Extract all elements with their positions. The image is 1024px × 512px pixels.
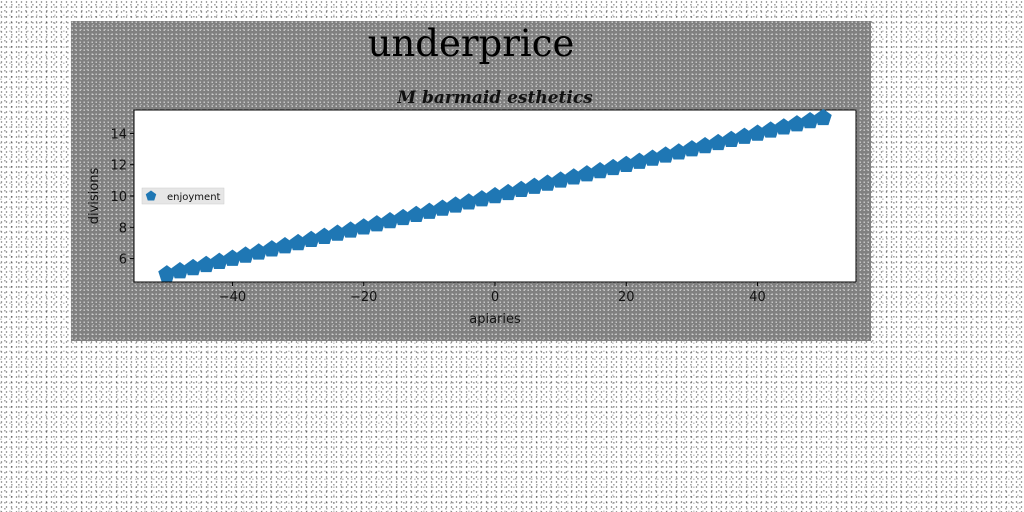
- x-tick-label: 0: [491, 290, 499, 305]
- data-point: [722, 130, 740, 147]
- data-point: [407, 205, 425, 223]
- data-point: [735, 127, 753, 144]
- x-axis: −40 −20 0 20 40: [219, 282, 766, 305]
- data-point: [237, 246, 255, 263]
- y-axis-label: divisions: [87, 168, 102, 225]
- data-point: [762, 121, 780, 138]
- data-point: [158, 265, 176, 282]
- data-point: [814, 108, 832, 126]
- data-point: [263, 240, 281, 257]
- data-point: [433, 199, 452, 216]
- data-point: [525, 177, 543, 194]
- data-point: [709, 133, 727, 151]
- data-point: [552, 171, 570, 188]
- data-point: [210, 252, 228, 269]
- data-point: [683, 140, 701, 157]
- data-point: [447, 196, 465, 213]
- data-point: [512, 180, 530, 198]
- x-axis-label: apiaries: [469, 312, 521, 327]
- data-point: [302, 230, 320, 248]
- legend-marker: [145, 190, 157, 201]
- data-point: [223, 249, 242, 266]
- data-point: [670, 143, 688, 160]
- data-point: [289, 233, 307, 251]
- data-point: [355, 218, 373, 235]
- figure: underprice M barmaid esthetics −40 −20 0 20…: [71, 21, 871, 341]
- series-points: [158, 108, 832, 282]
- data-point: [315, 227, 333, 244]
- legend-marker-shape: [145, 190, 157, 201]
- y-tick-label: 10: [110, 190, 127, 205]
- data-point: [538, 174, 557, 191]
- data-point: [394, 208, 412, 226]
- data-point: [696, 136, 714, 154]
- y-tick-label: 6: [119, 253, 127, 268]
- data-point: [630, 152, 648, 169]
- chart-subtitle: M barmaid esthetics: [396, 88, 593, 108]
- data-point: [381, 212, 399, 229]
- data-point: [368, 215, 386, 232]
- legend: enjoyment: [141, 187, 225, 205]
- data-point: [775, 118, 793, 135]
- data-point: [801, 111, 819, 129]
- data-point: [499, 183, 517, 201]
- y-tick-label: 14: [110, 127, 127, 142]
- chart: underprice M barmaid esthetics −40 −20 0 20…: [87, 22, 857, 327]
- data-point: [171, 262, 189, 279]
- x-tick-label: 20: [618, 290, 635, 305]
- data-point: [460, 193, 478, 210]
- x-tick-label: 40: [749, 290, 766, 305]
- data-point: [420, 202, 438, 219]
- data-point: [604, 158, 622, 176]
- x-tick-label: −40: [219, 290, 246, 305]
- legend-label: enjoyment: [167, 192, 221, 203]
- data-point: [184, 258, 202, 276]
- legend-box: [141, 187, 225, 205]
- data-point: [643, 149, 662, 166]
- y-tick-label: 12: [110, 159, 127, 174]
- data-point: [250, 243, 268, 260]
- y-tick-label: 8: [119, 221, 127, 236]
- x-tick-label: −20: [350, 290, 377, 305]
- data-point: [197, 255, 215, 273]
- data-point: [342, 221, 360, 238]
- data-point: [748, 124, 767, 141]
- data-point: [486, 187, 504, 204]
- chart-title: underprice: [368, 22, 575, 65]
- y-axis: 6 8 10 12 14: [110, 127, 134, 268]
- data-point: [565, 168, 583, 185]
- data-point: [276, 237, 294, 254]
- data-point: [578, 165, 596, 182]
- data-point: [657, 146, 675, 163]
- data-point: [617, 155, 635, 173]
- data-point: [591, 161, 609, 179]
- data-point: [788, 115, 806, 132]
- data-point: [328, 224, 347, 241]
- data-point: [473, 190, 491, 207]
